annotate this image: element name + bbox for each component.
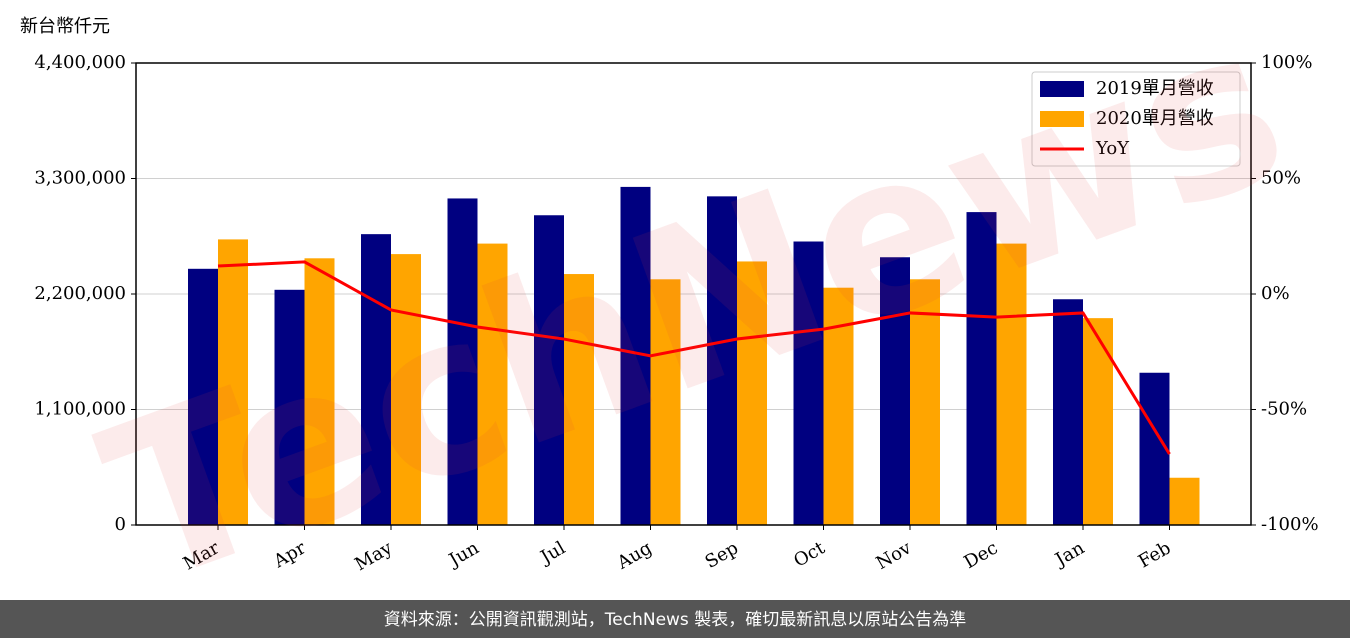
y-tick-label: 2,200,000 bbox=[34, 283, 126, 304]
bar bbox=[564, 274, 594, 525]
bar bbox=[880, 257, 910, 525]
y2-tick-label: -100% bbox=[1261, 514, 1319, 535]
bar bbox=[1053, 299, 1083, 525]
x-tick-label: Jul bbox=[535, 537, 569, 569]
bar bbox=[361, 234, 391, 525]
x-tick-label: Oct bbox=[790, 537, 829, 572]
bar bbox=[477, 243, 508, 525]
bar bbox=[737, 261, 767, 525]
bar bbox=[274, 289, 305, 525]
bar bbox=[391, 254, 421, 525]
bar bbox=[188, 268, 218, 525]
bar bbox=[1083, 318, 1113, 525]
y-tick-label: 3,300,000 bbox=[34, 168, 126, 189]
bar bbox=[447, 198, 478, 525]
footer: 資料來源：公開資訊觀測站，TechNews 製表，確切最新訊息以原站公告為準 bbox=[384, 610, 966, 630]
watermark: TechNews bbox=[75, 0, 1313, 635]
x-tick-label: Aug bbox=[613, 537, 656, 574]
x-tick-label: Nov bbox=[873, 537, 916, 574]
bar bbox=[304, 258, 335, 525]
y-tick-label: 1,100,000 bbox=[34, 399, 126, 420]
legend-label: YoY bbox=[1095, 138, 1130, 159]
bar bbox=[707, 196, 737, 525]
y-axis-label: 新台幣仟元 bbox=[20, 16, 110, 37]
legend-label: 2020單月營收 bbox=[1096, 108, 1214, 129]
y2-tick-label: 100% bbox=[1261, 52, 1312, 73]
bar bbox=[1139, 372, 1170, 525]
footer-bar bbox=[0, 600, 1350, 638]
y2-tick-label: 50% bbox=[1261, 168, 1301, 189]
bar bbox=[534, 215, 564, 525]
x-tick-label: Dec bbox=[961, 537, 1002, 573]
x-tick-label: Sep bbox=[702, 537, 742, 572]
y2-tick-label: 0% bbox=[1261, 283, 1290, 304]
bar bbox=[650, 279, 681, 525]
legend-label: 2019單月營收 bbox=[1096, 78, 1214, 99]
legend-swatch bbox=[1040, 81, 1084, 97]
bar bbox=[793, 241, 824, 525]
x-tick-label: Jan bbox=[1050, 537, 1088, 571]
bar bbox=[996, 243, 1027, 525]
bar bbox=[218, 239, 248, 525]
bar bbox=[1169, 477, 1200, 525]
x-tick-label: Feb bbox=[1135, 537, 1175, 572]
x-tick-label: Jun bbox=[444, 537, 483, 572]
y-tick-label: 4,400,000 bbox=[34, 52, 126, 73]
y2-tick-label: -50% bbox=[1261, 399, 1307, 420]
bar bbox=[910, 279, 940, 525]
line bbox=[217, 260, 1171, 455]
plot-frame bbox=[135, 62, 1252, 526]
legend-swatch bbox=[1040, 111, 1084, 127]
bar bbox=[966, 212, 997, 525]
y-tick-label: 0 bbox=[115, 514, 126, 535]
